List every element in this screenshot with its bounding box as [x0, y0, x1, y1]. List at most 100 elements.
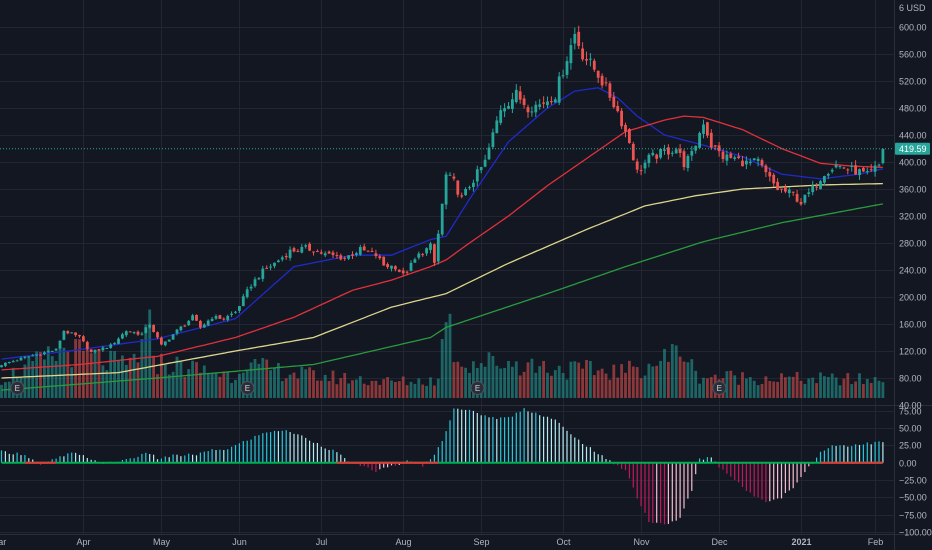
volume-bar	[323, 374, 327, 398]
candle	[635, 158, 639, 174]
candle	[842, 166, 846, 170]
volume-bar	[440, 339, 444, 398]
oscillator-bar	[281, 430, 283, 463]
oscillator-bar	[582, 443, 584, 463]
candle-body	[826, 174, 830, 176]
volume-bar	[690, 359, 694, 398]
candle	[799, 197, 803, 206]
candle	[694, 145, 698, 154]
volume-bar	[319, 380, 323, 398]
volume-bar	[421, 384, 425, 398]
candle	[846, 168, 850, 175]
volume-bar	[222, 371, 226, 398]
candle	[713, 145, 717, 151]
volume-bar	[842, 378, 846, 398]
volume-bar	[881, 382, 885, 398]
oscillator-bar	[484, 415, 486, 463]
oscillator-bar	[211, 449, 213, 463]
volume-bar	[58, 347, 62, 398]
oscillator-tick-label: 50.00	[899, 424, 922, 434]
candle-body	[132, 332, 136, 334]
candle-body	[608, 83, 612, 98]
candle-body	[702, 124, 705, 134]
candle	[78, 334, 81, 338]
candle	[791, 191, 795, 196]
time-axis[interactable]: Mar Apr May Jun Jul Aug Sep Oct Nov Dec 2021 Feb	[0, 537, 883, 547]
candle	[772, 172, 776, 188]
volume-bar	[546, 372, 549, 398]
candle-body	[300, 247, 304, 253]
oscillator-bar	[285, 430, 287, 463]
volume-bar	[760, 383, 764, 398]
candle	[128, 331, 132, 333]
candle-body	[787, 189, 791, 194]
oscillator-bar	[188, 453, 190, 463]
earnings-marker[interactable]: E	[712, 381, 727, 395]
oscillator-bar	[753, 462, 755, 497]
oscillator-bar	[51, 459, 53, 463]
candle-body	[425, 248, 428, 254]
volume-bar	[199, 372, 202, 398]
candle-body	[304, 245, 308, 247]
oscillator-bar	[273, 430, 276, 463]
earnings-marker[interactable]: E	[470, 381, 485, 395]
price-axis[interactable]: 6 USD 40.00 80.00 120.00 160.00 200.00 240.00…	[899, 3, 927, 411]
volume-bar	[331, 370, 335, 398]
candle	[596, 70, 600, 84]
candle	[830, 168, 834, 174]
candle-body	[628, 129, 631, 144]
candle	[167, 339, 171, 343]
candle	[241, 293, 245, 307]
candle-body	[19, 357, 23, 361]
candle	[585, 51, 588, 66]
candle	[639, 164, 643, 176]
oscillator-bar	[461, 409, 463, 463]
candle-body	[717, 145, 721, 152]
candle	[659, 147, 662, 160]
month-label: Sep	[473, 537, 489, 547]
price-tick-label: 480.00	[899, 104, 927, 114]
oscillator-bar	[769, 462, 771, 502]
earnings-marker-circle	[240, 381, 255, 395]
candle-body	[475, 169, 479, 182]
volume-bar	[132, 353, 136, 398]
oscillator-bar	[231, 446, 233, 463]
candle	[312, 251, 315, 256]
earnings-marker[interactable]: E	[10, 381, 25, 395]
candle	[50, 350, 54, 352]
candle	[425, 247, 428, 257]
candle-body	[440, 203, 444, 235]
earnings-marker[interactable]: E	[240, 381, 255, 395]
volume-bar	[592, 375, 596, 398]
oscillator-bar	[819, 451, 822, 463]
volume-bar	[780, 373, 783, 398]
candle	[456, 180, 460, 198]
candle-body	[362, 246, 366, 251]
oscillator-bar	[831, 445, 833, 463]
volume-bar	[0, 384, 3, 398]
candle	[394, 265, 397, 272]
oscillator-bar	[589, 447, 591, 463]
oscillator-axis[interactable]: 75.00 50.00 25.00 0.00 −25.00 −50.00 −75.00 −10…	[899, 407, 932, 538]
candle	[569, 38, 573, 70]
oscillator-bar	[266, 432, 268, 463]
candle	[117, 337, 120, 345]
candle	[600, 73, 604, 89]
candle-body	[620, 110, 623, 127]
volume-bar	[663, 348, 666, 398]
oscillator-bar	[636, 462, 638, 499]
price-candles	[0, 25, 885, 368]
volume-bar	[124, 364, 128, 398]
candle	[339, 253, 343, 261]
volume-bar	[620, 364, 623, 398]
oscillator-bar	[336, 452, 338, 463]
oscillator-bar	[254, 435, 256, 463]
candle	[745, 156, 748, 170]
candle	[89, 349, 93, 353]
candle-body	[721, 151, 725, 160]
candle	[234, 310, 237, 314]
volume-bar	[206, 372, 210, 398]
candle-body	[238, 306, 241, 311]
